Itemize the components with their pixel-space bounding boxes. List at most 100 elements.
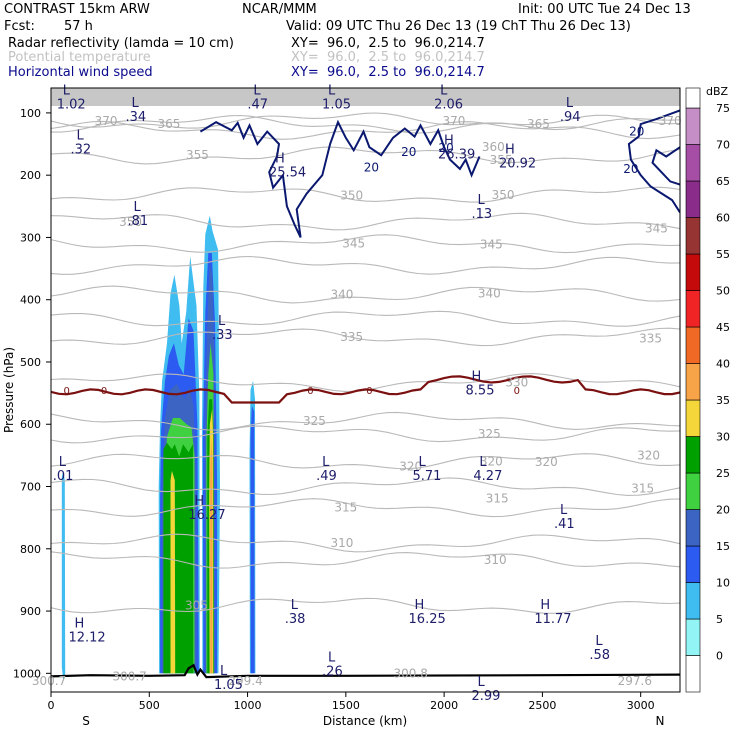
extremum-value: 8.55 <box>466 383 495 398</box>
theta-contour-label: 310 <box>330 536 353 550</box>
colorbar-level-label: 15 <box>716 540 730 553</box>
extremum-value: .41 <box>554 517 575 532</box>
theta-contour-line <box>51 255 680 275</box>
theta-contour-label: 320 <box>399 460 422 474</box>
theta-contour-label: 370 <box>659 114 682 128</box>
colorbar-swatch <box>685 144 701 182</box>
colorbar-level-label: 30 <box>716 431 730 444</box>
freezing-level-label: 0 <box>307 386 313 397</box>
header-model: CONTRAST 15km ARW <box>4 2 150 17</box>
colorbar-swatch <box>685 363 701 401</box>
theta-dense-band <box>51 88 680 106</box>
header-fcst-value: 57 h <box>64 19 93 34</box>
theta-contour-line <box>51 597 680 614</box>
extremum-marker: L <box>218 314 226 329</box>
theta-contour-line <box>51 212 680 231</box>
theta-contour-label: 345 <box>645 222 668 236</box>
theta-contour-line <box>51 285 680 304</box>
reflectivity-cell-15dbz <box>160 318 199 674</box>
colorbar-swatch <box>685 436 701 474</box>
wind-20-contour <box>627 109 680 214</box>
reflectivity-cell-15dbz <box>202 253 218 674</box>
theta-contour-line <box>51 453 680 470</box>
theta-contour-label: 315 <box>334 501 357 515</box>
colorbar-level-label: 40 <box>716 358 730 371</box>
theta-contour-label: 320 <box>637 448 660 462</box>
reflectivity-cell-30dbz <box>207 399 214 674</box>
theta-contour-line <box>51 327 680 347</box>
theta-contour-label: 370 <box>443 114 466 128</box>
colorbar-swatch <box>685 217 701 255</box>
extremum-value: .58 <box>589 648 610 663</box>
extremum-value: .33 <box>212 328 233 343</box>
field-theta-xy: XY= 96.0, 2.5 to 96.0,214.7 <box>291 50 485 65</box>
terrain-line <box>51 663 680 679</box>
colorbar-swatch <box>685 326 701 364</box>
extremum-value: .32 <box>70 142 91 157</box>
reflectivity-cells <box>61 215 256 680</box>
colorbar-swatch <box>685 618 701 656</box>
field-theta-name: Potential temperature <box>8 50 151 65</box>
theta-contour-line <box>51 310 680 327</box>
extremum-value: .94 <box>560 110 581 125</box>
theta-contour-label: 330 <box>505 376 528 390</box>
extremum-marker: L <box>560 503 568 518</box>
theta-contour-label: 325 <box>303 414 326 428</box>
theta-contour-line <box>51 186 680 203</box>
theta-contour-line <box>51 551 680 569</box>
theta-contour-line <box>51 411 680 431</box>
theta-contour-label: 340 <box>330 288 353 302</box>
extremum-marker: L <box>479 455 487 470</box>
y-tick-label: 200 <box>20 169 41 182</box>
extremum-value: .38 <box>285 612 306 627</box>
theta-contour-label: 300.7 <box>112 669 146 683</box>
extremum-marker: H <box>472 369 482 384</box>
extremum-value: 1.02 <box>57 97 86 112</box>
extremum-value: 2.06 <box>434 97 463 112</box>
y-tick-label: 600 <box>20 418 41 431</box>
theta-contour-line <box>51 498 680 518</box>
reflectivity-cell-20dbz <box>162 383 197 674</box>
extremum-marker: L <box>477 675 485 690</box>
reflectivity-cell-10dbz <box>202 215 220 674</box>
colorbar-swatch <box>685 107 701 145</box>
extremum-value: 2.99 <box>471 689 500 704</box>
header-init: Init: 00 UTC Tue 24 Dec 13 <box>518 2 691 17</box>
theta-contour-label: 365 <box>527 117 550 131</box>
extremum-value: 5.71 <box>412 469 441 484</box>
colorbar-level-label: 50 <box>716 285 730 298</box>
extremum-marker: L <box>76 128 84 143</box>
reflectivity-cell-25dbz <box>164 418 195 674</box>
y-tick-label: 300 <box>20 231 41 244</box>
x-tick-label: 1000 <box>234 699 262 712</box>
extremum-value: 20.92 <box>499 157 536 172</box>
theta-contour-label: 305 <box>185 598 208 612</box>
reflectivity-cell-30dbz <box>163 442 194 674</box>
y-tick-label: 900 <box>20 605 41 618</box>
reflectivity-cell-40dbz <box>210 436 213 674</box>
freezing-level-line <box>51 375 680 404</box>
theta-contour-label: 355 <box>490 153 513 167</box>
colorbar-level-label: 35 <box>716 394 730 407</box>
extremum-value: 25.54 <box>269 165 306 180</box>
x-axis-label: Distance (km) <box>323 714 407 728</box>
extremum-value: 4.27 <box>473 469 502 484</box>
theta-contour-line <box>51 234 680 254</box>
extremum-marker: L <box>63 83 71 98</box>
colorbar-level-label: 55 <box>716 248 730 261</box>
theta-contour-line <box>51 112 680 131</box>
theta-contour-label: 325 <box>478 427 501 441</box>
colorbar-swatch <box>685 290 701 328</box>
theta-contour-label: 335 <box>340 330 363 344</box>
colorbar-level-label: 10 <box>716 577 730 590</box>
y-tick-label: 100 <box>20 107 41 120</box>
x-end-label-right: N <box>656 714 665 728</box>
colorbar-swatch <box>685 180 701 218</box>
extremum-value: 26.39 <box>438 147 475 162</box>
extremum-value: 16.27 <box>188 508 225 523</box>
colorbar-level-label: 70 <box>716 139 730 152</box>
wind-20-contour <box>651 146 680 186</box>
field-wind-name: Horizontal wind speed <box>8 65 153 80</box>
header-fcst-label: Fcst: <box>4 19 35 34</box>
